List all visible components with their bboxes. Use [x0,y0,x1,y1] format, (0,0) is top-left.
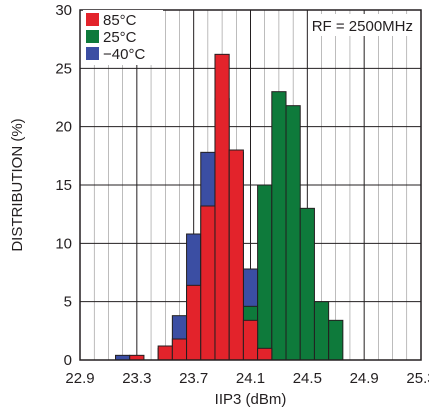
bar-25Cc [271,91,287,361]
bar-85Cc [186,284,202,361]
y-tick-label: 25 [55,60,72,77]
bar-85Cc [242,319,259,361]
bar-25Cc [257,184,273,361]
x-axis-label: IIP3 (dBm) [215,391,287,408]
y-tick-label: 20 [55,119,72,136]
legend-swatch [86,13,99,26]
bar-25Cc [299,207,315,361]
bar-85Cc [228,149,244,361]
x-tick-label: 23.3 [122,370,151,387]
x-tick-label: 25.3 [406,370,429,387]
tick-labels: 0 5 10 15 20 25 30 22.9 23.3 23.7 24.1 24.5 24.9 25.3 [55,2,429,387]
y-axis-label: DISTRIBUTION (%) [9,118,26,251]
bar-85Cc [200,205,216,361]
bar-85Cc [157,345,173,361]
x-tick-label: 24.1 [236,370,265,387]
bar-85Cc [214,53,230,361]
bar-25Cc [328,319,344,361]
y-tick-label: 0 [64,352,72,369]
bar-85Cc [171,338,188,361]
bar-25Cc [313,301,330,361]
legend-label: 25°C [103,29,137,46]
x-tick-label: 24.5 [293,370,322,387]
plot-frame [79,9,422,361]
x-tick-label: 22.9 [65,370,94,387]
y-tick-label: 5 [64,294,72,311]
y-tick-label: 15 [55,177,72,194]
bar-25Cc [285,105,301,361]
legend-swatch [86,47,99,60]
legend-label: 85°C [103,12,137,29]
legend: 85°C25°C−40°C [83,10,163,65]
annotation-background [309,14,417,36]
x-tick-label: 23.7 [179,370,208,387]
legend-swatch [86,30,99,43]
x-tick-label: 24.9 [350,370,379,387]
y-tick-label: 30 [55,2,72,19]
y-tick-label: 10 [55,235,72,252]
bars [115,53,344,361]
annotation-rf-frequency: RF = 2500MHz [312,18,413,35]
legend-label: −40°C [103,46,145,63]
bar-85Cc [257,347,273,361]
